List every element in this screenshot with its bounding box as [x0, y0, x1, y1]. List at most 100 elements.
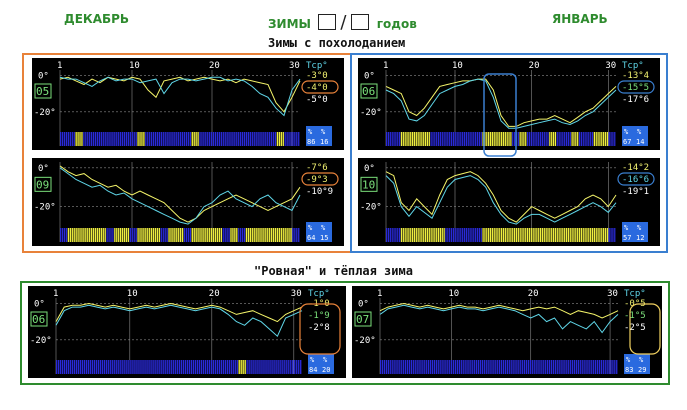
- day-bar: [258, 360, 260, 374]
- day-bar: [255, 132, 257, 146]
- day-bar: [137, 360, 139, 374]
- day-bar: [56, 360, 58, 374]
- day-bar: [98, 228, 101, 242]
- x-tick-label: 1: [377, 289, 382, 299]
- day-bar: [251, 132, 253, 146]
- day-bar: [445, 132, 447, 146]
- day-bar: [61, 228, 64, 242]
- day-bar: [458, 228, 460, 242]
- y-tick-label: 0°: [364, 71, 375, 81]
- day-bar: [426, 228, 429, 242]
- day-bar: [205, 132, 207, 146]
- day-bar: [421, 132, 423, 146]
- day-bar: [434, 228, 436, 242]
- warm-jan-circle: [629, 303, 661, 355]
- day-bar: [614, 228, 616, 242]
- day-bar: [155, 360, 157, 374]
- day-bar: [391, 132, 393, 146]
- day-bar: [265, 228, 267, 242]
- day-bar: [497, 132, 499, 146]
- day-bar: [212, 360, 215, 374]
- day-bar: [437, 228, 440, 242]
- day-bar: [95, 360, 98, 374]
- value-readout: -14°2: [622, 163, 649, 173]
- day-bar: [424, 132, 427, 146]
- day-bar: [201, 132, 203, 146]
- day-bar: [71, 228, 73, 242]
- day-bar: [493, 228, 495, 242]
- day-bar: [166, 228, 168, 242]
- y-tick-label: -20°: [360, 108, 382, 118]
- day-bar: [577, 228, 579, 242]
- day-bar: [594, 360, 597, 374]
- day-bar: [504, 360, 507, 374]
- day-bar: [149, 132, 151, 146]
- x-tick-label: 10: [452, 61, 463, 71]
- day-bar: [115, 360, 117, 374]
- day-bar: [154, 132, 157, 146]
- day-bar: [93, 360, 96, 374]
- day-bar: [218, 132, 221, 146]
- day-bar: [195, 228, 197, 242]
- day-bar: [288, 132, 290, 146]
- day-bar: [220, 228, 222, 242]
- day-bar: [153, 360, 155, 374]
- day-bar: [554, 132, 557, 146]
- day-bar: [90, 132, 93, 146]
- day-bar: [536, 132, 538, 146]
- day-bar: [387, 132, 390, 146]
- day-bar: [556, 132, 558, 146]
- day-bar: [435, 360, 437, 374]
- day-bar: [479, 360, 482, 374]
- day-bar: [436, 228, 438, 242]
- day-bar: [203, 228, 205, 242]
- value-readout: -2°8: [308, 323, 330, 333]
- day-bar: [234, 132, 236, 146]
- day-bar: [249, 132, 252, 146]
- day-bar: [178, 228, 180, 242]
- day-bar: [568, 360, 570, 374]
- panel-jan-06: 1 10 20 30 Tср° 0° -20° 06 -13°4 -15°5 -17°6% % 67 14: [358, 58, 660, 150]
- day-bar: [526, 228, 529, 242]
- day-bar: [296, 228, 298, 242]
- day-bar: [393, 360, 395, 374]
- day-bar: [230, 360, 232, 374]
- day-bar: [67, 228, 70, 242]
- day-bar: [94, 228, 97, 242]
- day-bar: [551, 132, 553, 146]
- day-bar: [593, 132, 595, 146]
- day-bar: [103, 360, 105, 374]
- day-bar: [534, 228, 536, 242]
- day-bar: [476, 132, 479, 146]
- day-bar: [591, 360, 593, 374]
- day-bar: [475, 360, 478, 374]
- day-bar: [604, 132, 607, 146]
- value-readout: -19°1: [622, 187, 649, 197]
- day-bar: [240, 228, 242, 242]
- day-bar: [423, 228, 425, 242]
- day-bar: [259, 228, 261, 242]
- header-right-month: ЯНВАРЬ: [552, 12, 608, 26]
- day-bar: [286, 132, 288, 146]
- day-bar: [471, 132, 473, 146]
- day-bar: [600, 360, 603, 374]
- day-bar: [408, 228, 410, 242]
- day-bar: [276, 132, 279, 146]
- header-separator: /: [340, 12, 347, 33]
- day-bar: [422, 360, 424, 374]
- day-bar: [106, 228, 108, 242]
- day-bar: [193, 228, 195, 242]
- day-bar: [420, 360, 422, 374]
- day-bar: [525, 132, 527, 146]
- day-bar: [570, 360, 572, 374]
- day-bar: [263, 228, 265, 242]
- day-bar: [510, 360, 512, 374]
- day-bar: [205, 228, 207, 242]
- day-bar: [610, 132, 612, 146]
- day-bar: [151, 360, 153, 374]
- day-bar: [495, 360, 497, 374]
- day-bar: [528, 228, 531, 242]
- day-bar: [278, 360, 280, 374]
- day-bar: [406, 228, 408, 242]
- day-bar: [222, 360, 225, 374]
